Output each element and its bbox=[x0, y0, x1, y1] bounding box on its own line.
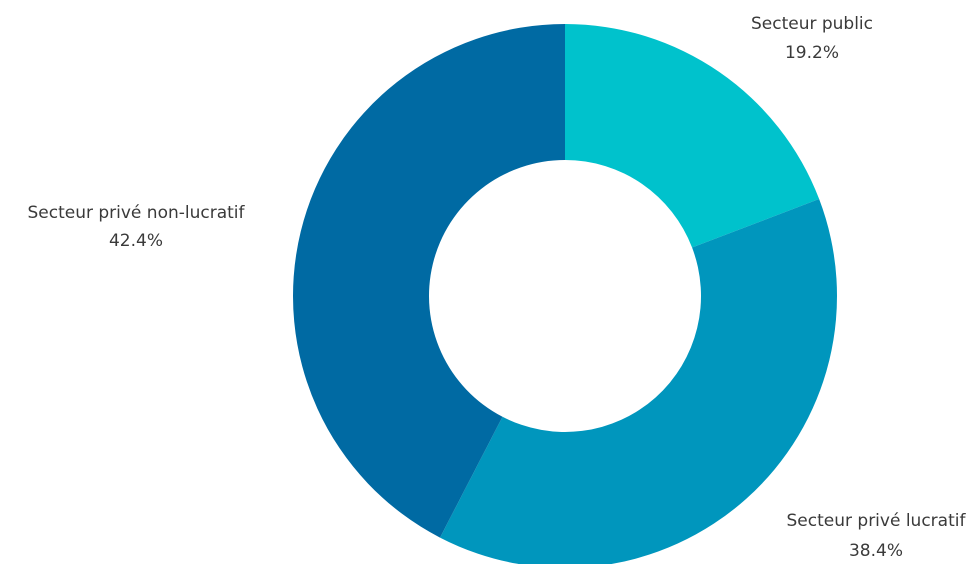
slice-value-public: 19.2% bbox=[785, 43, 839, 63]
slice-label-prive-non-lucratif: Secteur privé non-lucratif bbox=[27, 203, 245, 223]
slice-value-prive-non-lucratif: 42.4% bbox=[109, 231, 163, 251]
slice-label-prive-lucratif: Secteur privé lucratif bbox=[787, 511, 967, 531]
donut-slices bbox=[292, 24, 837, 564]
slice-label-public: Secteur public bbox=[751, 14, 873, 34]
slice-secteur-prive-lucratif bbox=[439, 199, 837, 564]
slice-value-prive-lucratif: 38.4% bbox=[849, 541, 903, 561]
slice-secteur-public bbox=[565, 24, 820, 248]
slice-secteur-prive-non-lucratif bbox=[292, 24, 565, 538]
